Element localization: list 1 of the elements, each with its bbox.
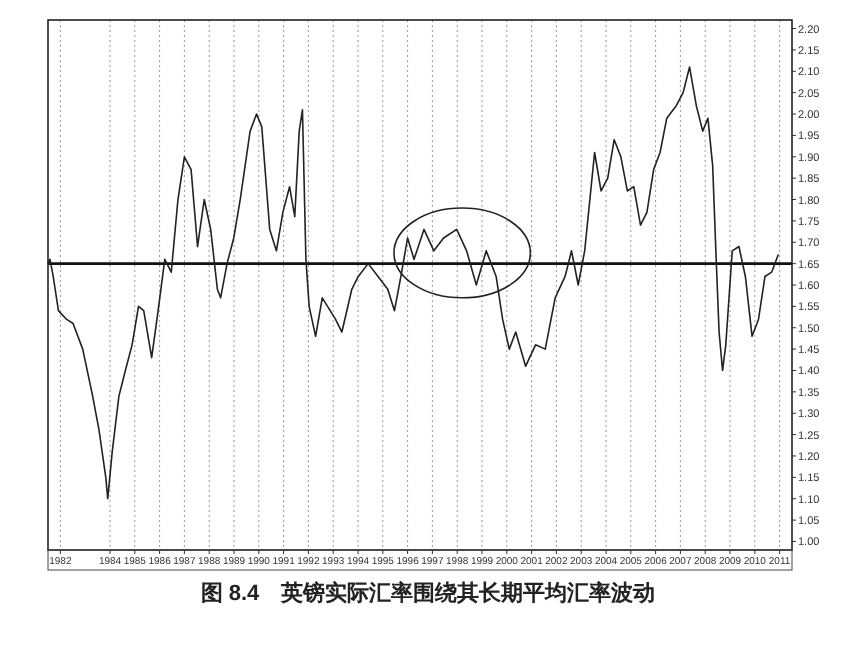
text: 图 8.4 英镑实际汇率围绕其长期平均汇率波动 bbox=[200, 580, 656, 606]
